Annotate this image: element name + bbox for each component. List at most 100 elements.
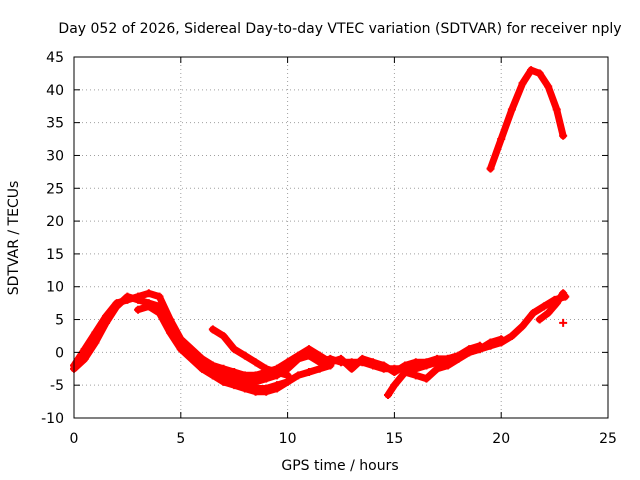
data-point <box>240 351 249 360</box>
data-point <box>262 384 271 393</box>
data-point <box>527 66 536 75</box>
data-point <box>559 289 568 298</box>
plot-frame <box>73 56 609 419</box>
data-point <box>337 354 345 363</box>
data-point <box>552 299 561 308</box>
series-trace <box>384 335 505 399</box>
data-point <box>422 358 431 367</box>
data-point <box>535 315 544 324</box>
data-point <box>144 289 153 298</box>
data-point <box>112 299 121 308</box>
data-point <box>465 348 474 357</box>
x-tick-label: 20 <box>492 431 510 447</box>
data-point <box>544 82 553 91</box>
x-tick-label: 0 <box>70 431 79 447</box>
y-tick-label: 5 <box>55 313 64 329</box>
data-point <box>198 364 207 373</box>
data-point <box>166 328 175 337</box>
data-point <box>294 371 303 380</box>
y-tick-label: 25 <box>46 181 64 197</box>
data-point <box>102 312 111 321</box>
y-tick-label: -5 <box>50 378 64 394</box>
data-point <box>497 135 506 144</box>
x-tick-label: 15 <box>385 431 403 447</box>
data-point <box>486 164 495 173</box>
data-point <box>294 351 303 360</box>
series-track-f <box>383 335 506 400</box>
data-point <box>347 364 356 373</box>
data-point <box>155 308 164 317</box>
x-tick-label: 25 <box>599 431 617 447</box>
data-point <box>272 381 281 390</box>
y-tick-label: 45 <box>46 50 64 66</box>
data-point <box>390 381 399 390</box>
data-point <box>176 345 185 354</box>
tick-layer: 0 5 10 15 20 25 -10 -5 0 5 10 15 20 25 30 35 40 45 <box>41 50 617 447</box>
data-point <box>230 368 239 377</box>
data-point <box>535 69 544 78</box>
data-point <box>379 361 388 370</box>
data-point <box>475 345 484 354</box>
y-tick-label: 35 <box>46 116 64 132</box>
data-point <box>240 381 249 390</box>
data-point <box>411 371 420 380</box>
data-point <box>166 315 175 324</box>
data-point <box>251 358 260 367</box>
data-point <box>283 377 292 386</box>
data-point <box>326 361 335 370</box>
data-point <box>544 308 553 317</box>
data-point <box>134 305 143 314</box>
series-track-h <box>535 289 568 324</box>
y-axis-label: SDTVAR / TECUs <box>6 181 22 296</box>
data-point <box>390 368 399 377</box>
data-point <box>507 105 516 114</box>
data-point <box>315 351 324 360</box>
data-point <box>230 345 239 354</box>
data-point <box>369 358 378 367</box>
data-point <box>219 364 228 373</box>
data-point <box>411 358 420 367</box>
x-tick-label: 10 <box>279 431 297 447</box>
data-point <box>559 131 568 140</box>
data-point <box>304 368 313 377</box>
data-point <box>518 79 527 88</box>
data-point <box>358 354 367 363</box>
data-point <box>539 302 548 311</box>
series-track-e <box>198 364 292 393</box>
data-point <box>443 361 452 370</box>
data-point <box>401 368 410 377</box>
data-point <box>433 364 442 373</box>
data-point <box>219 374 228 383</box>
data-point <box>315 364 324 373</box>
data-point <box>240 371 249 380</box>
data-point <box>208 325 217 334</box>
data-point <box>187 345 196 354</box>
x-tick-label: 5 <box>176 431 185 447</box>
data-point <box>283 358 292 367</box>
y-tick-label: 20 <box>46 214 64 230</box>
data-point <box>486 338 495 347</box>
data-point <box>383 391 392 400</box>
data-point <box>251 371 260 380</box>
y-tick-label: 0 <box>55 345 64 361</box>
data-point <box>198 354 207 363</box>
data-point <box>507 331 516 340</box>
data-point <box>187 354 196 363</box>
data-point <box>230 377 239 386</box>
data-point <box>262 364 271 373</box>
data-point <box>134 292 143 301</box>
data-point <box>454 354 463 363</box>
data-point <box>208 361 217 370</box>
data-point <box>155 292 164 301</box>
series-track-g <box>486 66 568 173</box>
data-point <box>251 384 260 393</box>
y-tick-label: 15 <box>46 247 64 263</box>
data-point <box>208 371 217 380</box>
data-point <box>144 302 153 311</box>
data-layer <box>70 66 570 400</box>
series-trace <box>536 289 567 323</box>
y-tick-label: 40 <box>46 83 64 99</box>
data-point <box>91 328 100 337</box>
data-point <box>272 368 281 377</box>
